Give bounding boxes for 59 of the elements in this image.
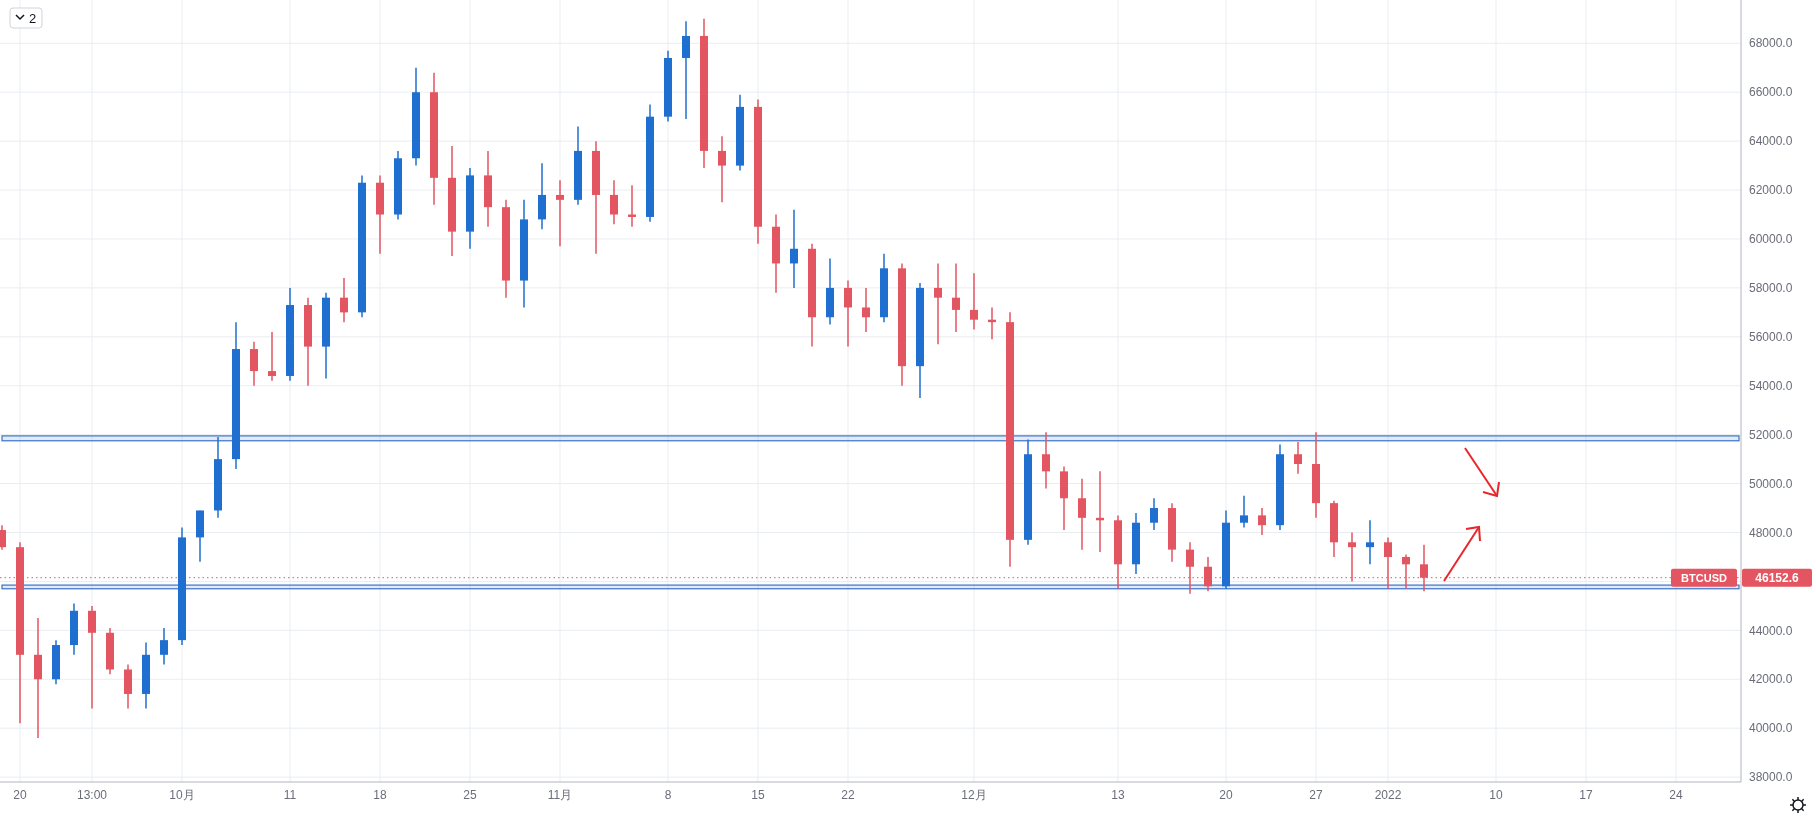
annotation: 2 [29,10,37,26]
y-tick-label: 52000.0 [1749,427,1793,442]
y-tick-label: 56000.0 [1749,330,1793,345]
y-tick-label: 50000.0 [1749,476,1793,491]
x-tick-label: 15 [751,788,765,802]
ref-line-label: BTCUSD [1681,571,1727,584]
candlestick [718,135,726,204]
candlestick [1366,519,1374,566]
candlestick [88,605,96,710]
x-tick-label: 8 [664,788,672,802]
x-tick-label: 27 [1309,788,1323,802]
x-tick-label: 24 [1669,788,1683,802]
candlestick [970,272,978,331]
y-tick-label: 64000.0 [1749,134,1793,149]
x-tick-label: 18 [373,788,387,802]
x-tick-label: 25 [463,788,477,802]
y-tick-label: 48000.0 [1749,525,1793,540]
candlestick [340,277,348,323]
candlestick [934,262,942,345]
y-tick-label: 42000.0 [1749,672,1793,687]
candlestick [862,287,870,333]
candlestick [844,279,852,348]
y-tick-label: 44000.0 [1749,623,1793,638]
candlestick [1240,495,1248,529]
y-tick-label: 66000.0 [1749,85,1793,100]
x-tick-label: 20 [13,788,27,802]
x-tick-label: 2022 [1374,788,1402,802]
x-tick-label: 22 [841,788,855,802]
candlestick [1078,477,1086,551]
x-tick-label: 13:00 [76,788,108,802]
candlestick [1042,431,1050,490]
x-tick-label: 10月 [169,788,195,802]
x-tick-label: 11 [283,788,297,802]
y-tick-label: 40000.0 [1749,721,1793,736]
x-tick-label: 10 [1489,788,1503,802]
candlestick [1258,507,1266,536]
candlestick [790,208,798,289]
candlestick [1150,497,1158,531]
x-tick-label: 11月 [547,788,573,802]
x-tick-label: 12月 [961,788,987,802]
candlestick [610,179,618,226]
y-tick-label: 62000.0 [1749,183,1793,198]
y-tick-label: 54000.0 [1749,378,1793,393]
y-tick-label: 38000.0 [1749,770,1793,785]
candlestick [952,262,960,333]
candlestick [1294,441,1302,475]
y-tick-label: 68000.0 [1749,36,1793,51]
candlestick [556,179,564,248]
candlestick [682,20,690,120]
x-tick-label: 17 [1579,788,1593,802]
x-tick-label: 20 [1219,788,1233,802]
candlestick [250,340,258,387]
candlestick [0,524,6,551]
y-tick-label: 58000.0 [1749,281,1793,296]
y-tick-label: 60000.0 [1749,232,1793,247]
x-tick-label: 13 [1111,788,1125,802]
text: 46152.6 [1755,570,1800,585]
candlestick [268,331,276,382]
candlestick [160,627,168,666]
